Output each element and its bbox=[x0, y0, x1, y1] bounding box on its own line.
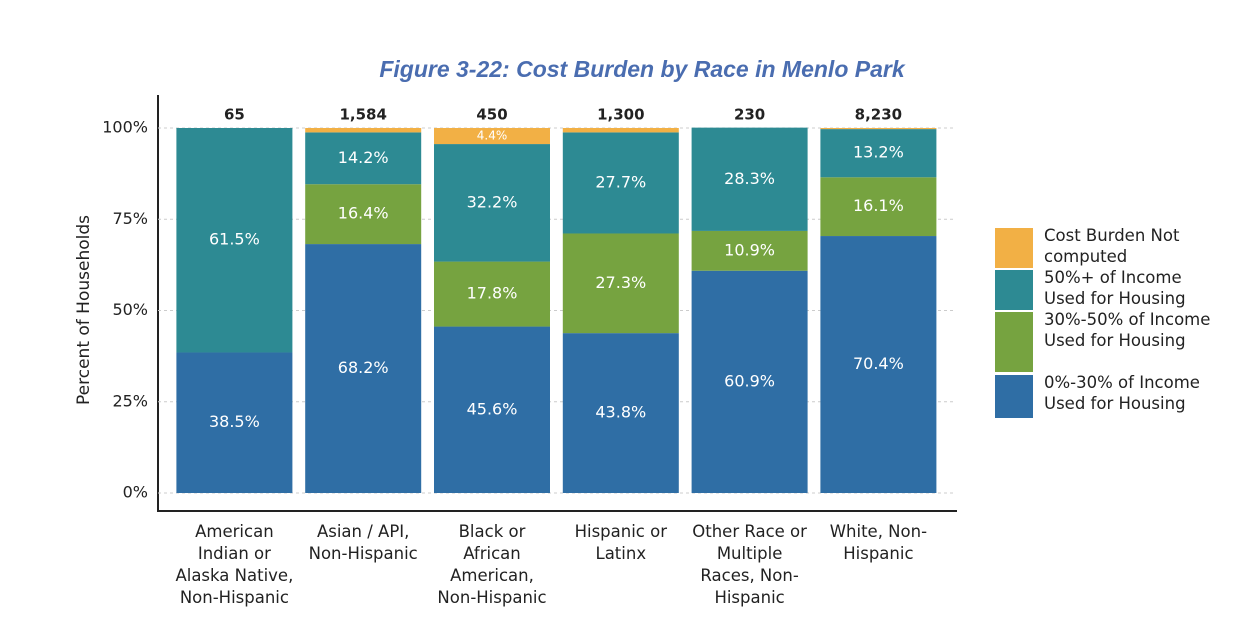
bar-segment bbox=[305, 132, 422, 185]
total-label: 450 bbox=[476, 106, 507, 124]
bar-segment bbox=[820, 129, 937, 178]
legend-label: Cost Burden Not computed bbox=[1044, 226, 1180, 266]
bar-segment bbox=[562, 128, 679, 133]
bar-segment bbox=[305, 244, 422, 493]
data-label: 17.8% bbox=[467, 284, 518, 303]
bar-segment bbox=[434, 326, 550, 493]
data-label: 38.5% bbox=[209, 412, 260, 431]
bar-segment bbox=[691, 127, 808, 231]
y-axis-label: Percent of Households bbox=[74, 215, 94, 405]
bar-segment bbox=[562, 333, 679, 493]
bar-segment bbox=[176, 352, 293, 493]
legend-swatch bbox=[995, 270, 1033, 310]
bar-segment bbox=[562, 233, 679, 334]
legend-label: 30%-50% of Income Used for Housing bbox=[1044, 310, 1211, 350]
data-label: 60.9% bbox=[724, 371, 775, 390]
x-tick-label: White, Non-Hispanic bbox=[829, 522, 928, 563]
data-label: 32.2% bbox=[467, 192, 518, 211]
chart-title: Figure 3-22: Cost Burden by Race in Menl… bbox=[379, 56, 905, 82]
legend-swatch bbox=[995, 375, 1033, 418]
data-label: 45.6% bbox=[467, 399, 518, 418]
data-label: 27.3% bbox=[595, 273, 646, 292]
total-label: 230 bbox=[734, 106, 765, 124]
data-label: 16.1% bbox=[853, 196, 904, 215]
bar-segment bbox=[434, 144, 550, 262]
data-label: 68.2% bbox=[338, 358, 389, 377]
data-label: 43.8% bbox=[595, 403, 646, 422]
data-label: 27.7% bbox=[595, 172, 646, 191]
x-tick-label: Black or African American, Non-Hispanic bbox=[437, 522, 547, 607]
legend-label: 0%-30% of Income Used for Housing bbox=[1044, 373, 1200, 413]
legend-swatch bbox=[995, 312, 1033, 372]
y-tick-label: 50% bbox=[112, 300, 148, 319]
bar-segment bbox=[305, 184, 422, 245]
total-label: 1,584 bbox=[339, 106, 386, 124]
data-label: 14.2% bbox=[338, 148, 389, 167]
bar-segment bbox=[820, 177, 937, 237]
bar-segment bbox=[434, 128, 550, 145]
data-label: 28.3% bbox=[724, 169, 775, 188]
bar-segment bbox=[691, 230, 808, 271]
bar-segment bbox=[820, 128, 937, 130]
bar-segment bbox=[434, 261, 550, 327]
bar-segment bbox=[176, 128, 293, 353]
legend-swatch bbox=[995, 228, 1033, 268]
x-tick-label: Asian / API, Non-Hispanic bbox=[308, 522, 418, 563]
y-tick-label: 25% bbox=[112, 391, 148, 410]
x-tick-label: Other Race or Multiple Races, Non-Hispan… bbox=[692, 522, 807, 607]
total-label: 1,300 bbox=[597, 106, 644, 124]
data-label: 10.9% bbox=[724, 240, 775, 259]
total-label: 8,230 bbox=[855, 106, 902, 124]
bar-segment bbox=[691, 270, 808, 493]
data-label: 4.4% bbox=[477, 129, 508, 143]
y-tick-label: 100% bbox=[102, 118, 148, 137]
data-label: 13.2% bbox=[853, 143, 904, 162]
bar-segment bbox=[562, 132, 679, 234]
x-tick-label: American Indian or Alaska Native, Non-Hi… bbox=[175, 522, 294, 607]
x-tick-label: Hispanic or Latinx bbox=[574, 522, 667, 563]
legend-label: 50%+ of Income Used for Housing bbox=[1044, 268, 1186, 308]
total-label: 65 bbox=[224, 106, 245, 124]
y-tick-label: 0% bbox=[123, 483, 148, 502]
bar-segment bbox=[305, 128, 422, 133]
data-label: 61.5% bbox=[209, 230, 260, 249]
data-label: 16.4% bbox=[338, 204, 389, 223]
bar-segment bbox=[820, 236, 937, 494]
y-tick-label: 75% bbox=[112, 209, 148, 228]
data-label: 70.4% bbox=[853, 354, 904, 373]
